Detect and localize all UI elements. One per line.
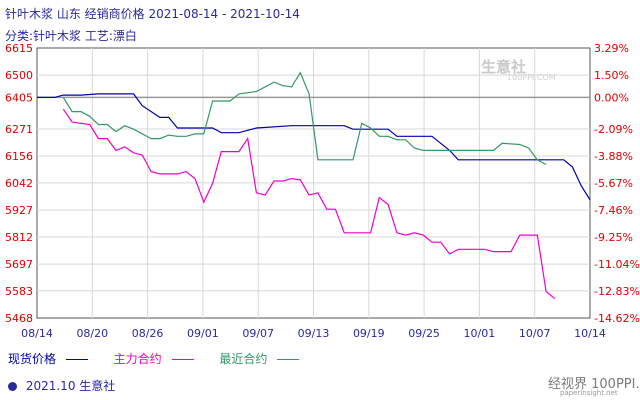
- x-tick-label: 09/13: [298, 327, 330, 340]
- x-tick-label: 08/20: [76, 327, 108, 340]
- x-tick-label: 09/01: [187, 327, 219, 340]
- y-right-tick-label: 0.00%: [594, 91, 629, 104]
- x-tick-label: 09/25: [408, 327, 440, 340]
- legend-label-spot: 现货价格: [8, 352, 57, 366]
- legend-item-main: 主力合约: [114, 350, 194, 367]
- y-right-tick-label: 1.50%: [594, 69, 629, 82]
- legend-swatch-recent: [277, 359, 300, 360]
- y-right-tick-label: -12.83%: [594, 285, 640, 298]
- y-right-tick-label: 3.29%: [594, 42, 629, 55]
- x-tick-label: 10/01: [464, 327, 496, 340]
- watermark-logo-top-sub: 100PPI.COM: [507, 73, 556, 82]
- x-tick-label: 09/07: [242, 327, 274, 340]
- y-left-tick-label: 5697: [5, 258, 33, 271]
- y-left-tick-label: 5927: [5, 204, 33, 217]
- watermark-logo-top-text: 生意社: [481, 58, 527, 76]
- series-line-main: [62, 108, 556, 300]
- footer-text: 2021.10 生意社: [25, 379, 116, 393]
- footer: 2021.10 生意社: [8, 377, 115, 394]
- y-left-tick-label: 6500: [5, 69, 33, 82]
- y-right-tick-label: -7.46%: [594, 204, 633, 217]
- y-right-tick-label: -5.67%: [594, 177, 633, 190]
- legend-item-spot: 现货价格: [8, 350, 88, 367]
- series-line-recent: [62, 71, 547, 166]
- y-right-tick-label: -11.04%: [594, 258, 640, 271]
- footer-dot-icon: [8, 382, 17, 391]
- y-left-tick-label: 5812: [5, 231, 33, 244]
- x-tick-label: 09/19: [353, 327, 385, 340]
- chart-legend: 现货价格 主力合约 最近合约: [8, 350, 321, 367]
- chart-subtitle: 分类:针叶木浆 工艺:漂白: [5, 29, 137, 43]
- y-right-tick-label: -14.62%: [594, 312, 640, 325]
- x-tick-label: 10/07: [519, 327, 551, 340]
- y-left-tick-label: 6615: [5, 42, 33, 55]
- x-tick-label: 08/26: [132, 327, 164, 340]
- y-left-tick-label: 6042: [5, 177, 33, 190]
- y-right-tick-label: -3.88%: [594, 150, 633, 163]
- watermark-logo-bottom-text: 经视界 100PPI.com: [548, 377, 640, 392]
- y-left-tick-label: 6156: [5, 150, 33, 163]
- watermark-logo-bottom-sub: paperinsight.net: [560, 389, 618, 397]
- x-tick-label: 10/14: [574, 327, 606, 340]
- y-left-tick-label: 5468: [5, 312, 33, 325]
- series-line-spot: [37, 93, 591, 201]
- legend-item-recent: 最近合约: [219, 350, 300, 367]
- chart-title: 针叶木浆 山东 经销商价格 2021-08-14 - 2021-10-14: [5, 7, 300, 21]
- watermark-logo-bottom: 经视界 100PPI.com paperinsight.net: [548, 373, 640, 397]
- y-right-tick-label: -2.09%: [594, 123, 633, 136]
- y-left-tick-label: 5583: [5, 285, 33, 298]
- x-tick-label: 08/14: [21, 327, 53, 340]
- y-left-tick-label: 6405: [5, 91, 33, 104]
- y-right-tick-label: -9.25%: [594, 231, 633, 244]
- watermark-logo-top: 生意社 100PPI.COM: [481, 56, 556, 82]
- y-left-tick-label: 6271: [5, 123, 33, 136]
- legend-swatch-spot: [65, 359, 88, 360]
- legend-label-main: 主力合约: [113, 352, 162, 366]
- legend-label-recent: 最近合约: [219, 352, 268, 366]
- legend-swatch-main: [171, 359, 194, 360]
